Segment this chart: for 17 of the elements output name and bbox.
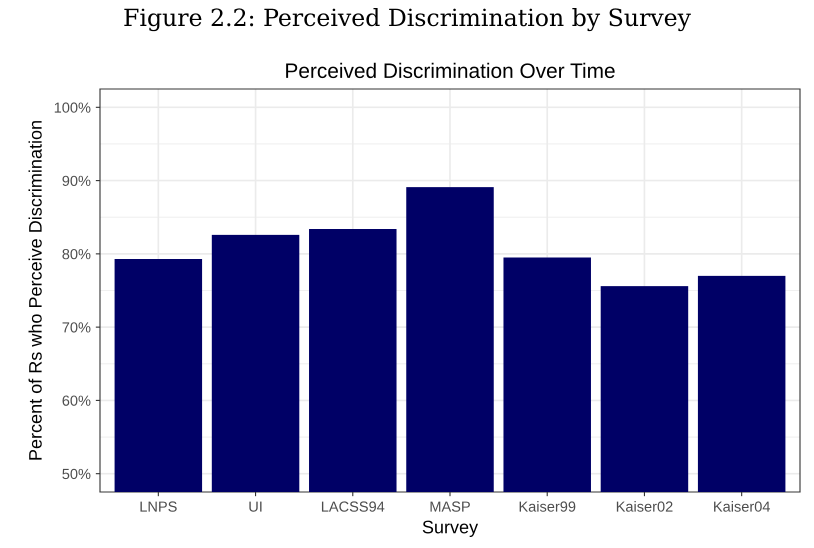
y-tick-label: 100% xyxy=(54,102,90,113)
x-tick-label: MASP xyxy=(430,501,470,512)
x-tick-label: LACSS94 xyxy=(322,501,384,512)
x-tick-label: UI xyxy=(249,502,262,512)
x-tick-label: LNPS xyxy=(140,501,177,512)
x-tick-label: Kaiser02 xyxy=(616,501,672,512)
y-axis-title: Percent of Rs who Perceive Discrimination xyxy=(28,121,42,460)
chart-title: Perceived Discrimination Over Time xyxy=(286,62,615,78)
x-axis-title: Survey xyxy=(422,520,478,538)
caption: Figure 2.2: Perceived Discrimination by Survey xyxy=(124,8,691,32)
y-tick-label: 50% xyxy=(62,468,90,480)
y-tick-label: 80% xyxy=(62,248,90,260)
y-tick-label: 60% xyxy=(62,396,90,406)
x-tick-label: Kaiser99 xyxy=(520,501,576,512)
y-tick-label: 90% xyxy=(62,176,90,186)
y-tick-label: 70% xyxy=(62,322,90,333)
x-tick-label: Kaiser04 xyxy=(714,501,770,512)
